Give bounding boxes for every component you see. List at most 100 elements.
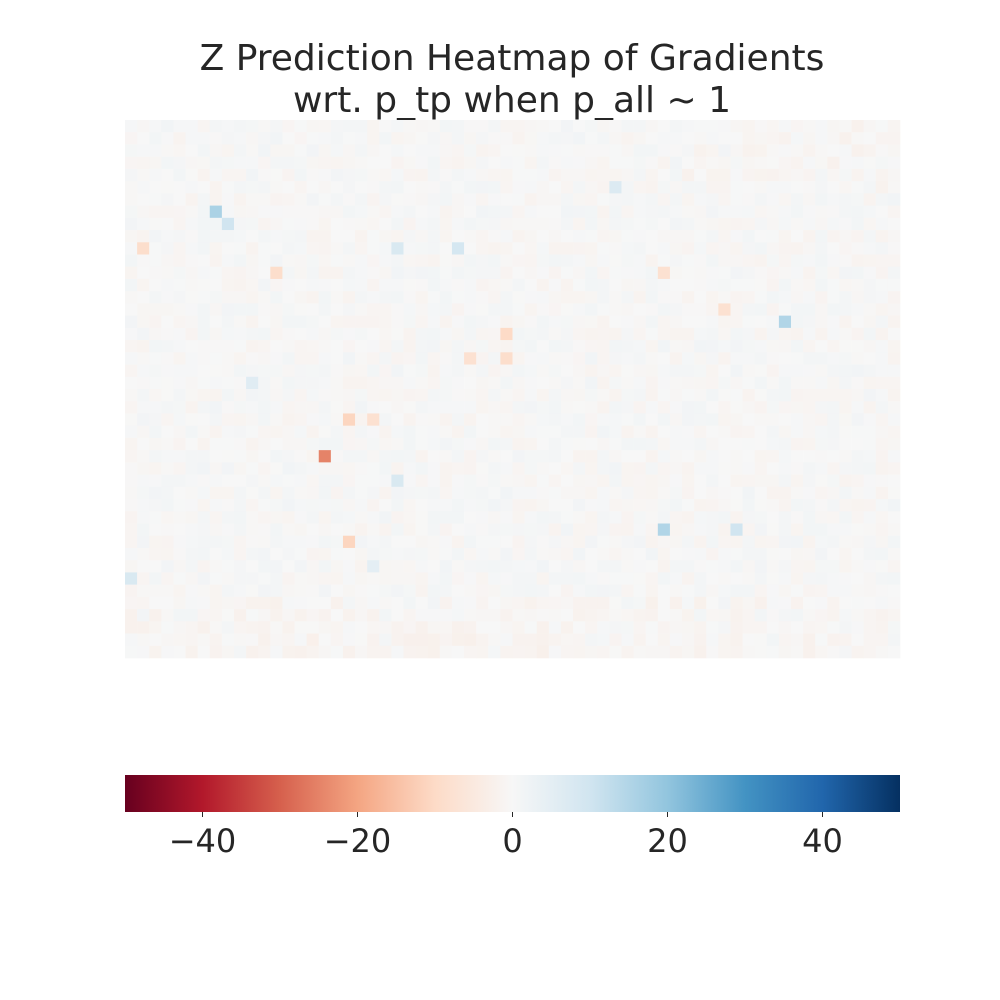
heatmap-cell <box>815 364 828 378</box>
heatmap-cell <box>839 132 852 145</box>
heatmap-cell <box>524 230 538 243</box>
heatmap-cell <box>706 437 719 451</box>
heatmap-cell <box>839 474 852 488</box>
heatmap-cell <box>209 474 223 488</box>
heatmap-cell <box>585 364 598 378</box>
heatmap-cell <box>282 645 295 659</box>
heatmap-cell <box>803 474 816 488</box>
heatmap-cell <box>694 120 707 133</box>
heatmap-cell <box>536 633 550 647</box>
heatmap-cell <box>863 450 877 463</box>
heatmap-cell <box>125 499 138 512</box>
heatmap-cell <box>137 181 150 194</box>
heatmap-cell <box>270 560 283 573</box>
heatmap-cell <box>270 621 283 634</box>
heatmap-cell <box>718 327 731 341</box>
heatmap-cell <box>597 242 610 255</box>
heatmap-cell <box>185 266 198 280</box>
heatmap-cell <box>246 560 259 573</box>
heatmap-cell <box>827 645 840 659</box>
heatmap-cell <box>633 181 647 194</box>
heatmap-cell <box>149 523 162 537</box>
heatmap-cell <box>730 242 743 255</box>
heatmap-cell <box>694 572 707 585</box>
heatmap-cell <box>815 633 828 647</box>
heatmap-cell <box>512 303 525 316</box>
heatmap-cell <box>330 278 344 292</box>
heatmap-cell <box>827 596 840 610</box>
heatmap-cell <box>621 364 634 378</box>
heatmap-cell <box>294 144 307 157</box>
heatmap-cell <box>863 499 877 512</box>
heatmap-cell <box>415 181 429 194</box>
heatmap-cell <box>887 352 901 365</box>
heatmap-cell <box>282 462 295 475</box>
heatmap-cell <box>439 425 453 439</box>
heatmap-cell <box>669 633 683 647</box>
heatmap-cell <box>451 437 465 451</box>
heatmap-cell <box>137 584 150 598</box>
heatmap-cell <box>524 609 538 622</box>
heatmap-cell <box>839 450 852 463</box>
heatmap-cell <box>439 340 453 353</box>
heatmap-cell <box>476 413 489 426</box>
heatmap-cell <box>500 132 513 145</box>
heatmap-cell <box>125 633 138 647</box>
heatmap-cell <box>827 425 840 439</box>
heatmap-cell <box>197 401 211 414</box>
heatmap-cell <box>209 547 223 561</box>
heatmap-cell <box>851 547 864 561</box>
heatmap-cell <box>573 645 586 659</box>
heatmap-cell <box>342 340 356 353</box>
heatmap-cell <box>887 266 901 280</box>
heatmap-cell <box>415 413 429 426</box>
heatmap-cell <box>669 230 683 243</box>
heatmap-cell <box>403 156 416 170</box>
heatmap-cell <box>887 168 901 182</box>
heatmap-cell <box>137 266 150 280</box>
heatmap-cell <box>573 340 586 353</box>
heatmap-cell <box>464 266 477 280</box>
heatmap-cell <box>246 462 259 475</box>
heatmap-cell <box>209 450 223 463</box>
heatmap-cell <box>766 425 780 439</box>
heatmap-cell <box>815 144 828 157</box>
heatmap-cell <box>233 230 247 243</box>
heatmap-cell <box>536 474 550 488</box>
heatmap-cell <box>197 217 211 231</box>
heatmap-cell <box>125 413 138 426</box>
heatmap-cell <box>827 621 840 634</box>
heatmap-cell <box>524 596 538 610</box>
heatmap-cell <box>560 156 574 170</box>
heatmap-cell <box>185 633 198 647</box>
heatmap-cell <box>173 572 186 585</box>
heatmap-cell <box>439 181 453 194</box>
heatmap-cell <box>633 242 647 255</box>
heatmap-cell <box>597 230 610 243</box>
heatmap-cell <box>706 560 719 573</box>
heatmap-cell <box>621 645 634 659</box>
heatmap-cell <box>197 437 211 451</box>
heatmap-cell <box>706 132 719 145</box>
heatmap-cell <box>633 450 647 463</box>
heatmap-cell <box>464 609 477 622</box>
heatmap-cell <box>464 389 477 402</box>
heatmap-cell <box>778 376 792 390</box>
heatmap-cell <box>887 425 901 439</box>
heatmap-cell <box>306 168 320 182</box>
heatmap-cell <box>161 450 174 463</box>
heatmap-cell <box>875 254 889 268</box>
heatmap-cell <box>367 144 380 157</box>
heatmap-cell <box>609 462 622 475</box>
heatmap-cell <box>839 352 852 365</box>
heatmap-cell <box>330 609 344 622</box>
heatmap-cell <box>585 523 598 537</box>
heatmap-cell <box>718 132 731 145</box>
heatmap-cell <box>512 376 525 390</box>
heatmap-cell <box>306 633 320 647</box>
heatmap-cell <box>730 303 743 316</box>
heatmap-cell <box>270 584 283 598</box>
heatmap-cell <box>282 609 295 622</box>
heatmap-cell <box>718 511 731 524</box>
heatmap-cell <box>791 266 804 280</box>
